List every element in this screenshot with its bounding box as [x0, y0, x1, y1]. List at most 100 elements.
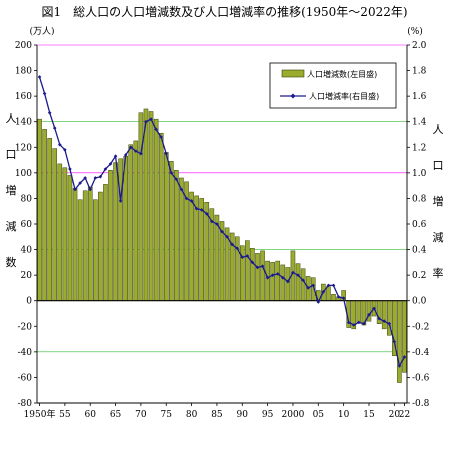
bar-1997 — [275, 260, 281, 301]
right-tick-label-9: 1.0 — [412, 169, 427, 179]
x-tick-label-1980: 80 — [186, 410, 198, 420]
rate-point-1999 — [286, 279, 290, 284]
rate-point-2008 — [331, 283, 336, 288]
bar-1978 — [179, 177, 184, 301]
rate-point-1962 — [98, 174, 103, 179]
bar-1965 — [113, 162, 118, 301]
rate-point-1990 — [240, 255, 245, 260]
rate-point-1958 — [78, 181, 82, 185]
rate-point-2000 — [291, 270, 295, 275]
right-axis-label-char: 口 — [433, 159, 444, 172]
left-tick-label--40: -40 — [18, 348, 33, 358]
rate-point-1950 — [37, 75, 42, 79]
x-tick-label-1960: 60 — [84, 410, 96, 420]
rate-point-2018 — [382, 319, 386, 323]
left-tick-label-0: 0 — [26, 297, 32, 307]
bar-1954 — [57, 163, 63, 301]
bar-1956 — [67, 175, 73, 301]
bar-1951 — [42, 129, 47, 301]
right-tick-label-3: -0.2 — [412, 322, 429, 332]
bar-1993 — [255, 253, 260, 301]
legend-bar-swatch — [281, 69, 305, 78]
left-tick-label-80: 80 — [21, 194, 33, 204]
legend-line-label: 人口増減率(右目盛) — [309, 91, 379, 101]
rate-point-1992 — [250, 260, 255, 265]
left-tick-label-140: 140 — [15, 118, 32, 128]
x-tick-label-2005: 05 — [313, 410, 325, 420]
rate-point-1989 — [235, 246, 240, 251]
bar-1998 — [280, 264, 286, 301]
right-tick-label-4: 0.0 — [412, 297, 427, 307]
bar-1968 — [128, 144, 134, 301]
bar-2013 — [356, 300, 362, 323]
rate-point-1985 — [215, 222, 219, 226]
rate-point-1975 — [164, 151, 169, 156]
right-tick-label-0: -0.8 — [412, 399, 430, 409]
rate-point-1969 — [134, 149, 138, 153]
rate-point-1973 — [154, 127, 158, 132]
rate-point-1980 — [189, 199, 194, 203]
rate-point-2015 — [367, 312, 371, 317]
rate-point-1951 — [42, 91, 47, 96]
bar-1994 — [260, 250, 265, 301]
right-axis-label-char: 増 — [433, 195, 444, 208]
right-tick-label-7: 0.6 — [412, 220, 427, 230]
right-unit-label: (%) — [407, 26, 423, 37]
bar-1955 — [62, 167, 68, 301]
rate-point-2010 — [341, 296, 346, 300]
rate-point-1964 — [108, 162, 113, 166]
rate-point-2002 — [301, 278, 305, 283]
rate-point-2014 — [362, 321, 366, 326]
rate-point-1952 — [47, 110, 52, 115]
right-axis-label: 人口増減率 — [433, 123, 444, 280]
right-tick-label-10: 1.2 — [412, 143, 426, 153]
rate-point-2016 — [372, 306, 376, 311]
left-tick-label--80: -80 — [18, 399, 33, 409]
rate-point-1961 — [93, 176, 98, 180]
rate-point-1979 — [184, 196, 189, 201]
bar-1963 — [103, 184, 108, 301]
bar-1992 — [250, 248, 255, 301]
bar-1974 — [158, 132, 164, 301]
left-tick-label--20: -20 — [18, 322, 33, 332]
left-tick-label-20: 20 — [21, 271, 33, 281]
rate-point-1965 — [113, 154, 118, 159]
right-axis-label-char: 率 — [433, 266, 444, 280]
bar-1966 — [118, 158, 123, 301]
line-series-population-rate — [37, 75, 407, 368]
left-axis-label-char: 減 — [6, 219, 17, 233]
x-tick-label-1955: 55 — [59, 410, 71, 420]
rate-point-1984 — [210, 219, 214, 224]
rate-point-1966 — [118, 199, 123, 203]
chart-title: 図1 総人口の人口増減数及び人口増減率の推移(1950年～2022年) — [41, 5, 408, 19]
rate-point-1977 — [174, 177, 179, 182]
rate-point-1957 — [73, 187, 77, 192]
bar-2002 — [300, 268, 306, 301]
left-axis-label-char: 増 — [6, 184, 17, 197]
x-axis-ticks: 1950年 55 60 65 70 75 80 85 90 95 2000 05 10 15 2022 — [24, 403, 410, 420]
rate-point-1996 — [270, 273, 275, 277]
bar-1967 — [123, 155, 128, 301]
bar-1958 — [77, 199, 83, 301]
x-tick-label-1970: 70 — [135, 410, 147, 420]
bar-1950 — [37, 118, 42, 301]
bar-2021 — [397, 300, 402, 383]
rate-point-2007 — [326, 283, 331, 288]
bar-1964 — [108, 170, 113, 301]
rate-point-2004 — [311, 283, 316, 288]
left-axis-label: 人口増減数 — [6, 112, 17, 269]
bar-1980 — [189, 191, 194, 301]
right-tick-label-11: 1.4 — [412, 118, 427, 128]
bar-1969 — [133, 140, 139, 301]
legend: 人口増減数(左目盛) 人口増減率(右目盛) — [269, 62, 397, 109]
rate-point-2005 — [316, 300, 321, 304]
bar-1976 — [169, 161, 174, 301]
bar-1957 — [72, 187, 78, 301]
x-tick-label-2015: 15 — [363, 410, 375, 420]
left-unit-label: (万人) — [29, 26, 54, 37]
right-tick-label-5: 0.2 — [412, 271, 426, 281]
right-tick-label-8: 0.8 — [412, 194, 427, 204]
left-axis-label-char: 数 — [6, 256, 17, 269]
left-tick-label--60: -60 — [18, 373, 33, 383]
left-axis-label-char: 口 — [6, 148, 17, 161]
